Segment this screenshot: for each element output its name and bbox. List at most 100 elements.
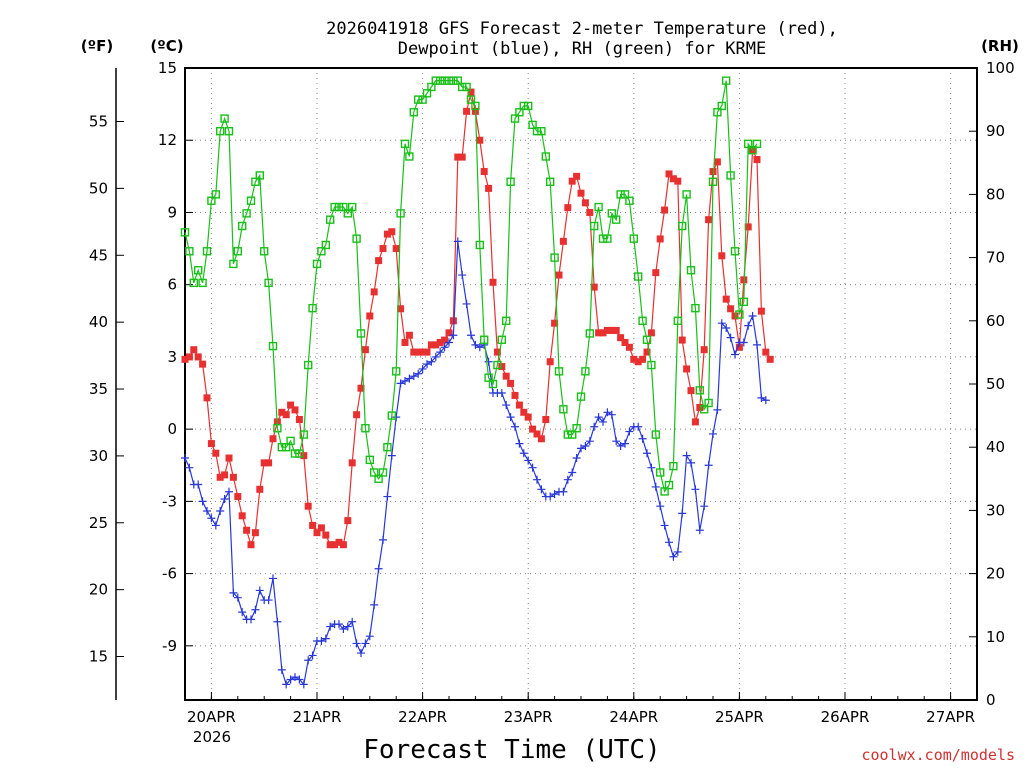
temperature-point [256,485,264,493]
rh-point [321,240,330,250]
dewpoint-point [286,675,295,684]
dewpoint-point [506,413,515,422]
dewpoint-point [594,413,603,422]
temperature-point [383,230,391,238]
x-tick-label: 24APR [609,708,658,726]
temperature-point [326,541,334,549]
temperature-point [361,346,369,354]
dewpoint-point [731,350,739,359]
temperature-point [207,440,215,448]
dewpoint-point [181,454,189,463]
rh-point [647,360,656,370]
dewpoint-point [669,552,678,561]
temperature-point [419,348,427,356]
temperature-point [529,425,537,433]
temperature-point [643,348,651,356]
temperature-point [203,394,211,402]
temperature-point [656,235,664,243]
temperature-point [287,401,295,409]
dewpoint-point [753,340,761,349]
temperature-point [322,531,330,539]
dewpoint-point [277,665,286,674]
dewpoint-point [436,348,445,357]
temperature-point [401,338,409,346]
dewpoint-point [717,319,726,328]
dewpoint-point [379,535,387,544]
temperature-point [634,358,642,366]
temperature-point [247,541,255,549]
temperature-point [291,406,299,414]
temperature-point [480,168,488,176]
grid-layer [185,68,977,700]
rh-point [660,487,669,496]
temperature-point [463,107,471,115]
dewpoint-point [211,521,220,530]
rh-point [436,76,445,85]
temperature-point [564,204,572,212]
dewpoint-point [207,514,216,523]
rh-point [237,221,247,231]
temperature-point [375,257,383,265]
dewpoint-point [678,509,687,518]
dewpoint-point [343,622,352,631]
dewpoint-point [585,437,594,446]
temperature-point [339,541,347,549]
rh-tick-label: 30 [986,501,1005,519]
rh-point [414,95,423,104]
temperature-point [687,387,695,395]
rh-point [264,278,273,288]
dewpoint-point [216,507,225,516]
rh-point [730,247,740,256]
rh-point [480,335,489,344]
rh-tick-label: 20 [986,565,1005,583]
temperature-point [753,155,761,163]
x-tick-label: 26APR [821,708,870,726]
fahrenheit-tick-label: 50 [89,179,108,197]
temperature-point [221,471,229,479]
rh-tick-label: 100 [986,59,1015,77]
rh-tick-label: 0 [986,691,996,709]
rh-point [246,196,256,205]
x-year-label: 2026 [193,728,231,746]
temperature-point [546,358,554,366]
series-dewpoint [181,237,770,689]
temperature-point [731,312,739,320]
temperature-point [194,353,202,361]
temperature-point [581,199,589,207]
rh-point [726,171,735,180]
rh-point [691,303,700,313]
dewpoint-point [475,343,484,352]
rh-point [541,152,550,161]
temperature-point [489,278,497,286]
temperature-point [353,411,361,419]
rh-point [409,108,418,117]
temperature-point [678,336,686,344]
temperature-point [476,136,484,144]
dewpoint-point [361,639,370,648]
temperature-point [608,326,616,334]
rh-point [396,209,405,218]
fahrenheit-tick-label: 40 [89,313,108,331]
dewpoint-point [291,673,299,682]
series-rh [180,76,762,496]
temperature-point [313,529,321,537]
temperature-point [445,329,453,337]
dewpoint-point [757,393,766,402]
dewpoint-point [453,237,462,246]
rh-point [598,234,608,243]
rh-point [418,95,427,104]
temperature-point [238,512,246,520]
dewpoint-point [581,441,590,450]
dewpoint-point [471,340,480,349]
temperature-point [511,391,519,399]
fahrenheit-unit-label: (ºF) [81,37,113,55]
dewpoint-point [264,596,273,605]
dewpoint-point [638,434,647,443]
dewpoint-point [273,617,282,626]
rh-point [229,259,238,269]
temperature-point [414,348,422,356]
temperature-point [502,372,510,380]
dewpoint-point [568,468,577,477]
dewpoint-point [700,502,709,511]
